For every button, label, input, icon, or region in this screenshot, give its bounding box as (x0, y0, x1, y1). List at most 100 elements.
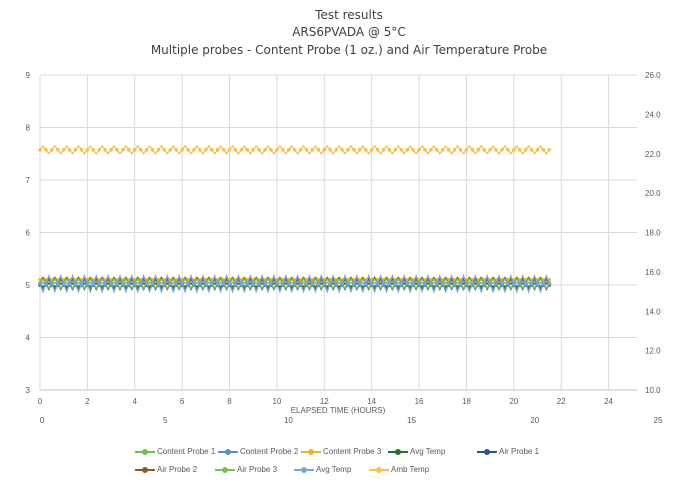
series-marker (470, 148, 475, 152)
series-marker (387, 281, 392, 286)
series-marker (257, 148, 261, 152)
series-marker (476, 281, 481, 286)
x2-tick-label: 25 (654, 416, 663, 425)
legend-label: Air Probe 3 (237, 465, 278, 474)
series-marker (523, 281, 528, 286)
series-marker (227, 281, 232, 286)
series-marker (144, 281, 149, 286)
legend-item: Amb Temp (369, 465, 429, 474)
series-marker (363, 281, 368, 286)
series-marker (192, 281, 196, 286)
axis-labels: 3 4 5 6 7 8 9 10.0 12.0 14.0 16.0 18.0 20.0 22.0 24.0 2… (26, 71, 663, 425)
series-marker (275, 148, 279, 152)
legend-swatch (477, 448, 497, 455)
series-marker (103, 148, 107, 152)
series-marker (417, 148, 421, 152)
series-marker (91, 148, 96, 152)
series-marker (204, 281, 208, 286)
series-marker (334, 148, 338, 152)
series-marker (411, 281, 415, 286)
series-marker (61, 148, 66, 152)
x-tick-label: 22 (557, 397, 566, 406)
series-marker (50, 281, 54, 286)
series-marker (488, 281, 492, 286)
series-marker (429, 281, 433, 286)
x-tick-label: 6 (180, 397, 185, 406)
series-marker (186, 148, 190, 152)
series-marker (162, 281, 167, 286)
series-marker (221, 281, 226, 286)
series-marker (115, 281, 119, 286)
x-tick-label: 24 (604, 397, 613, 406)
series-7 (38, 273, 552, 294)
series-marker (263, 148, 267, 152)
x2-tick-label: 20 (530, 416, 539, 425)
x2-tick-label: 0 (40, 416, 45, 425)
series-marker (446, 281, 451, 286)
y-tick-label: 4 (26, 334, 31, 343)
legend-item: Content Probe 1 (135, 447, 215, 456)
series-marker (458, 281, 463, 286)
x-tick-label: 18 (462, 397, 471, 406)
y-tick-label: 7 (26, 176, 31, 185)
series-marker (156, 281, 161, 286)
series-marker (192, 148, 196, 152)
legend-swatch (135, 448, 155, 455)
series-marker (127, 281, 131, 286)
legend-label: Content Probe 1 (157, 447, 216, 456)
series-marker (91, 281, 96, 286)
series-marker (168, 148, 173, 152)
series-marker (180, 148, 184, 152)
series-marker (440, 281, 445, 286)
series-marker (346, 148, 350, 152)
series-marker (375, 281, 380, 286)
series-marker (322, 281, 327, 286)
series-marker (180, 281, 184, 286)
legend-item: Avg Temp (388, 447, 445, 456)
y2-tick-label: 16.0 (645, 268, 661, 277)
y2-tick-label: 20.0 (645, 189, 661, 198)
series-marker (340, 281, 344, 286)
legend-item: Content Probe 2 (218, 447, 298, 456)
x-tick-label: 12 (320, 397, 329, 406)
series-marker (470, 281, 475, 286)
series-marker (529, 148, 534, 152)
series-marker (133, 281, 137, 286)
series-marker (304, 148, 309, 152)
chart-title: Test results (315, 8, 383, 22)
series-marker (44, 281, 48, 286)
series-marker (298, 148, 303, 152)
series-marker (38, 148, 42, 152)
series-marker (405, 148, 410, 152)
legend-item: Air Probe 1 (477, 447, 539, 456)
series-marker (281, 281, 285, 286)
series-marker (215, 148, 220, 152)
series-marker (121, 148, 125, 152)
x-tick-label: 4 (133, 397, 138, 406)
series-marker (494, 148, 498, 152)
series-marker (198, 148, 202, 152)
series-marker (109, 281, 113, 286)
series-marker (245, 281, 250, 286)
x-tick-label: 2 (85, 397, 90, 406)
series-marker (269, 148, 273, 152)
x2-tick-label: 5 (163, 416, 168, 425)
series-marker (435, 148, 439, 152)
y-tick-label: 8 (26, 124, 31, 133)
series-marker (352, 148, 356, 152)
series-marker (423, 281, 427, 286)
series-marker (115, 148, 119, 152)
y2-tick-label: 24.0 (645, 110, 661, 119)
series-marker (506, 281, 510, 286)
series-marker (127, 148, 131, 152)
series-marker (257, 281, 261, 286)
series-marker (464, 148, 469, 152)
series-marker (162, 148, 167, 152)
series-marker (369, 281, 374, 286)
series-marker (452, 148, 457, 152)
y2-tick-label: 10.0 (645, 386, 661, 395)
legend-swatch (369, 466, 389, 473)
series-marker (482, 148, 487, 152)
